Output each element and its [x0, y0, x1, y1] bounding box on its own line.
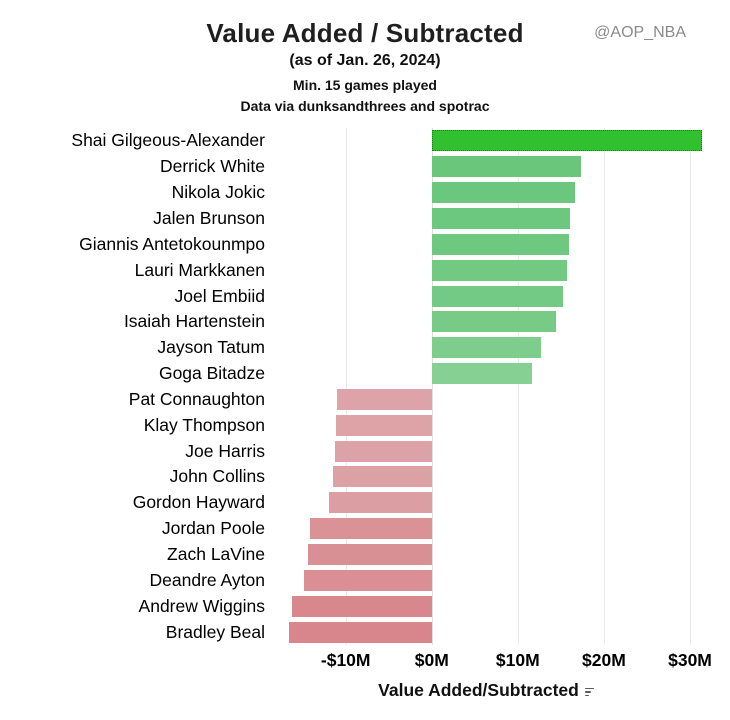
gridline	[517, 128, 519, 645]
zero-axis-line	[431, 128, 433, 645]
player-label: Jayson Tatum	[157, 337, 265, 358]
value-bar[interactable]	[336, 414, 432, 436]
chart-title: Value Added / Subtracted	[206, 18, 524, 48]
player-label: Isaiah Hartenstein	[123, 311, 265, 332]
gridline	[603, 128, 605, 645]
x-tick-label: $30M	[668, 650, 712, 670]
player-label: Jalen Brunson	[153, 207, 265, 228]
chart-min-games-note: Min. 15 games played	[293, 77, 437, 93]
value-bar[interactable]	[310, 518, 432, 540]
x-tick-label: $20M	[582, 650, 626, 670]
player-label: Pat Connaughton	[128, 388, 265, 409]
x-tick-label: $10M	[495, 650, 540, 670]
value-bar[interactable]	[332, 466, 432, 488]
value-bar[interactable]	[431, 130, 702, 152]
value-bar[interactable]	[329, 492, 432, 514]
player-label: Gordon Hayward	[132, 492, 265, 513]
player-label: Derrick White	[159, 156, 265, 177]
player-label: Joel Embiid	[174, 285, 265, 306]
value-bar[interactable]	[335, 440, 432, 462]
value-bar[interactable]	[337, 388, 432, 410]
value-bar[interactable]	[431, 182, 575, 204]
player-label: Joe Harris	[185, 440, 265, 461]
player-label: Goga Bitadze	[158, 363, 265, 384]
category-label-column: Shai Gilgeous-Alexander Derrick White Niko…	[0, 128, 265, 645]
bar-chart: Shai Gilgeous-Alexander Derrick White Niko…	[0, 128, 730, 645]
value-bar[interactable]	[307, 544, 432, 566]
author-handle: @AOP_NBA	[594, 24, 686, 41]
gridline	[345, 128, 347, 645]
player-label: Bradley Beal	[165, 621, 265, 642]
value-bar[interactable]	[291, 595, 432, 617]
value-bar[interactable]	[431, 363, 532, 385]
plot-area	[270, 128, 702, 645]
value-bar[interactable]	[431, 337, 542, 359]
x-axis-title-row: Value Added/Subtracted	[270, 678, 702, 702]
gridline	[690, 128, 691, 645]
player-label: Andrew Wiggins	[138, 595, 265, 616]
x-tick-label: $0M	[414, 650, 449, 670]
player-label: Nikola Jokic	[171, 182, 265, 203]
player-label: Zach LaVine	[167, 544, 265, 565]
value-bar[interactable]	[431, 156, 581, 178]
value-bar[interactable]	[431, 311, 556, 333]
x-tick-label: -$10M	[320, 650, 371, 670]
player-label: Deandre Ayton	[149, 569, 265, 590]
value-bar[interactable]	[288, 621, 432, 643]
value-bar[interactable]	[431, 259, 567, 281]
x-axis: -$10M $0M $10M $20M $30M	[270, 650, 712, 674]
player-label: Shai Gilgeous-Alexander	[71, 130, 265, 151]
player-label: Giannis Antetokounmpo	[79, 233, 265, 254]
player-label: John Collins	[169, 466, 265, 487]
value-bar[interactable]	[431, 207, 571, 229]
x-axis-title: Value Added/Subtracted	[378, 679, 579, 700]
value-bar[interactable]	[431, 233, 570, 255]
player-label: Klay Thompson	[143, 414, 265, 435]
player-label: Lauri Markkanen	[134, 259, 265, 280]
value-bar[interactable]	[304, 569, 432, 591]
player-label: Jordan Poole	[161, 518, 265, 539]
value-bar[interactable]	[431, 285, 564, 307]
chart-source-note: Data via dunksandthrees and spotrac	[240, 98, 490, 114]
sort-descending-icon[interactable]	[584, 687, 594, 697]
chart-date-note: (as of Jan. 26, 2024)	[289, 52, 441, 69]
